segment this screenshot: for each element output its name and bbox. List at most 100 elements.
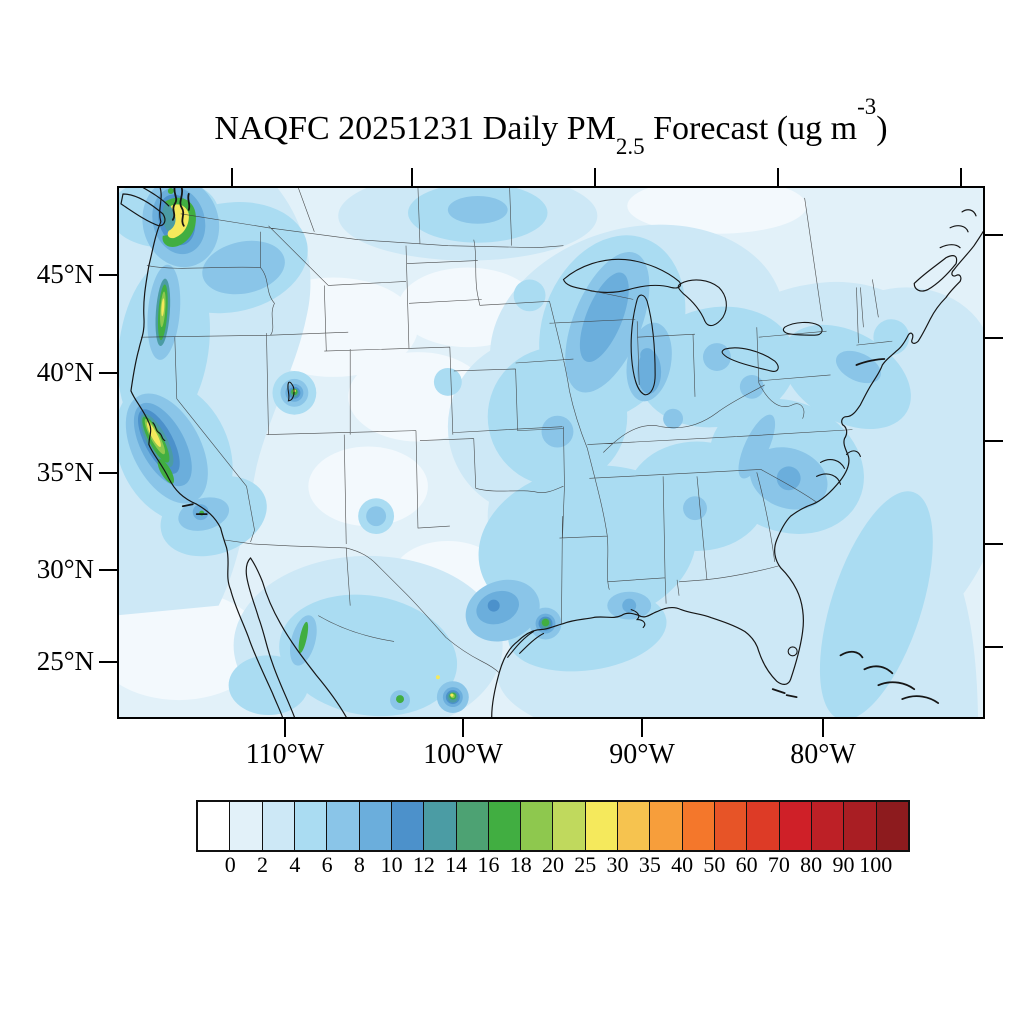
colorbar-box [746,802,779,850]
colorbar-tick-label: 80 [800,852,823,877]
lon-tick [462,719,464,737]
lake-erie [721,347,779,372]
top-minor-tick [231,168,233,186]
colorbar-box [714,802,747,850]
colorbar-box [390,802,424,850]
right-minor-tick [985,440,1003,442]
colorbar-box [681,802,714,850]
map-canvas [117,186,985,719]
lon-tick-label: 110°W [245,739,325,770]
colorbar-box [293,802,327,850]
colorbar-tick-label: 35 [638,852,661,877]
texas-barrier-islands [507,630,545,658]
gulf-of-california-coast [245,557,347,717]
colorbar-box [875,802,908,850]
lat-tick-label: 25°N [36,646,94,676]
florida-keys [771,688,798,699]
lon-tick-label: 80°W [790,739,856,770]
right-minor-tick [985,646,1003,648]
colorbar-tick-label: 12 [412,852,435,877]
lake-huron [677,279,727,327]
colorbar-box [552,802,585,850]
lake-michigan [630,294,656,396]
lake-okeechobee [787,646,798,657]
colorbar-box [520,802,553,850]
channel-islands [181,503,208,516]
pm25-contour-map [119,188,983,717]
great-salt-lake [287,381,295,402]
colorbar-box [778,802,811,850]
colorbar-tick-label: 50 [703,852,726,877]
bc-mainland-coast [142,188,170,207]
right-minor-tick [985,337,1003,339]
colorbar-box [617,802,650,850]
figure-title: NAQFC 20251231 Daily PM2.5 Forecast (ug … [117,95,985,158]
lat-tick [99,372,117,374]
bahamas-cuba-islands [839,650,940,704]
pacific-coast [130,188,284,717]
gulf-atlantic-coast [491,231,983,717]
colorbar-tick-label: 60 [735,852,758,877]
colorbar-tick-label: 8 [353,852,365,877]
title-prefix: NAQFC 20251231 Daily PM [214,110,616,147]
colorbar-box [649,802,682,850]
colorbar-box [198,802,230,850]
colorbar [196,800,910,852]
colorbar-box [229,802,262,850]
lat-tick [99,661,117,663]
lake-ontario [782,321,823,336]
colorbar-tick-label: 18 [509,852,532,877]
colorbar-box [843,802,876,850]
colorbar-tick-label: 0 [224,852,236,877]
colorbar-box [261,802,294,850]
san-francisco-bay [152,422,166,442]
colorbar-tick-label: 20 [542,852,564,877]
title-superscript: -3 [857,93,877,119]
colorbar-tick-label: 70 [767,852,790,877]
state-borders [140,188,893,642]
right-minor-tick [985,234,1003,236]
lon-tick [284,719,286,737]
right-minor-tick [985,543,1003,545]
coastline [120,188,983,717]
top-minor-tick [960,168,962,186]
lat-tick-label: 30°N [36,554,94,584]
colorbar-tick-label: 30 [606,852,629,877]
vancouver-island [120,193,166,227]
colorbar-tick-label: 100 [859,852,893,877]
title-middle: Forecast (ug m [644,110,858,147]
carolina-sounds [816,450,861,485]
top-minor-tick [594,168,596,186]
colorbar-box [584,802,618,850]
lat-tick-label: 40°N [36,357,94,387]
colorbar-tick-label: 16 [477,852,500,877]
colorbar-box [358,802,391,850]
water-details [152,188,940,704]
title-suffix: ) [876,110,888,147]
colorbar-box [326,802,359,850]
colorbar-tick-label: 6 [321,852,333,877]
colorbar-box [487,802,521,850]
lat-tick [99,274,117,276]
lon-tick-label: 100°W [423,739,503,770]
top-minor-tick [777,168,779,186]
colorbar-tick-label: 40 [671,852,694,877]
long-island [855,358,886,366]
colorbar-tick-label: 10 [380,852,403,877]
contour-fills [119,188,983,717]
st-lawrence-islands [939,209,977,249]
colorbar-tick-label: 90 [832,852,855,877]
colorbar-box [423,802,456,850]
nova-scotia [913,255,958,292]
colorbar-tick-label: 2 [257,852,269,877]
puget-sound-channels [171,188,191,227]
lon-tick-label: 90°W [609,739,675,770]
colorbar-box [455,802,488,850]
colorbar-box [810,802,844,850]
colorbar-tick-label: 25 [574,852,597,877]
top-minor-tick [411,168,413,186]
lat-tick-label: 35°N [36,457,94,487]
mississippi-delta [630,609,646,629]
lon-tick [641,719,643,737]
